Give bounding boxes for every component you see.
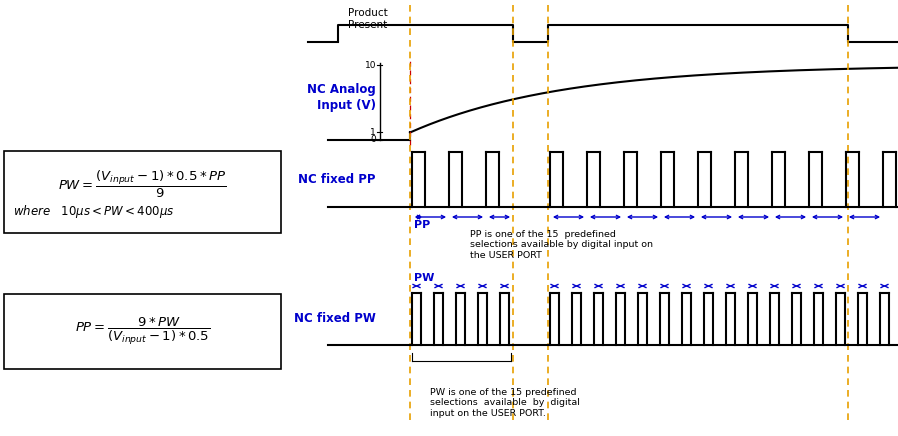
Text: 1: 1: [370, 128, 376, 137]
FancyBboxPatch shape: [4, 151, 281, 233]
Text: $PW = \dfrac{(V_{input} - 1)*0.5*PP}{9}$: $PW = \dfrac{(V_{input} - 1)*0.5*PP}{9}$: [58, 168, 226, 200]
Text: 10: 10: [365, 61, 376, 69]
Text: Product
Present: Product Present: [348, 8, 388, 30]
Text: $PP = \dfrac{9*PW}{(V_{input} - 1)*0.5}$: $PP = \dfrac{9*PW}{(V_{input} - 1)*0.5}$: [75, 316, 210, 347]
Text: PP is one of the 15  predefined
selections available by digital input on
the USE: PP is one of the 15 predefined selection…: [470, 230, 653, 260]
Text: 0: 0: [370, 136, 376, 144]
Text: PW is one of the 15 predefined
selections  available  by  digital
input on the U: PW is one of the 15 predefined selection…: [430, 388, 580, 418]
Text: PP: PP: [414, 220, 430, 230]
Text: NC fixed PP: NC fixed PP: [298, 173, 376, 186]
Text: $\mathit{where} \quad 10\mu s < PW < 400\mu s$: $\mathit{where} \quad 10\mu s < PW < 400…: [13, 203, 175, 220]
Text: NC fixed PW: NC fixed PW: [295, 313, 376, 326]
Text: NC Analog
Input (V): NC Analog Input (V): [307, 84, 376, 112]
FancyBboxPatch shape: [4, 294, 281, 369]
Text: PW: PW: [414, 273, 435, 283]
